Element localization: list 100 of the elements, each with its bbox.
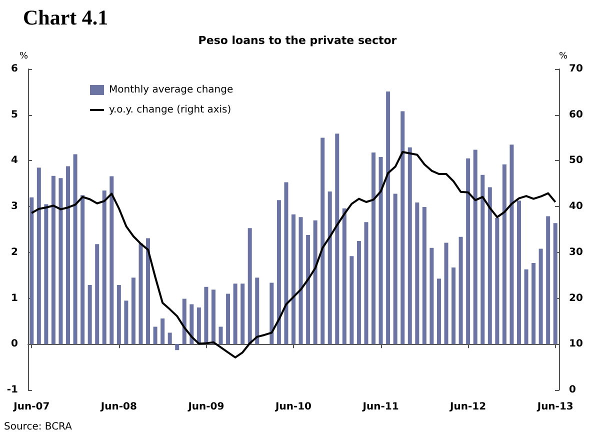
y-tick-label: 3	[11, 201, 18, 212]
bar	[255, 278, 260, 344]
bar	[44, 204, 48, 344]
bar	[102, 190, 106, 344]
bar	[95, 244, 100, 344]
bar	[488, 187, 492, 344]
y-tick-label: 5	[11, 109, 18, 120]
bar	[218, 326, 223, 344]
x-tick-label: Jun-11	[362, 402, 399, 412]
bar	[430, 248, 434, 344]
bar	[372, 152, 376, 344]
x-tick-label: Jun-10	[274, 402, 312, 412]
bar	[51, 176, 56, 344]
bar	[233, 284, 238, 344]
x-tick-label: Jun-07	[12, 402, 50, 412]
x-tick-label: Jun-13	[536, 402, 574, 412]
bar	[292, 214, 296, 344]
bar	[400, 111, 405, 344]
y2-axis-title: %	[559, 52, 568, 62]
bar	[408, 147, 412, 344]
bar	[80, 195, 85, 344]
bar	[516, 200, 521, 344]
y2-tick-label: 20	[569, 292, 583, 304]
bar	[153, 326, 158, 344]
bar	[73, 154, 78, 344]
bar	[502, 164, 506, 344]
legend-label: Monthly average change	[109, 84, 234, 96]
bar	[240, 284, 245, 344]
bar	[458, 236, 463, 344]
bar	[211, 290, 216, 344]
bar	[386, 91, 390, 344]
bar	[196, 307, 201, 344]
bar	[320, 138, 325, 344]
bar	[226, 294, 230, 344]
bar	[436, 278, 441, 344]
bar	[30, 197, 34, 344]
bar	[270, 282, 274, 344]
y2-tick-label: 10	[569, 338, 583, 350]
x-tick-label: Jun-09	[187, 402, 224, 412]
bar	[466, 158, 470, 344]
bar	[58, 178, 63, 344]
y2-tick-label: 30	[569, 246, 583, 258]
bar	[356, 240, 361, 344]
bar	[473, 150, 478, 344]
bar	[328, 191, 332, 344]
bar	[182, 298, 186, 344]
bar	[138, 243, 143, 344]
y2-tick-label: 40	[569, 201, 583, 212]
x-tick-label: Jun-12	[449, 402, 486, 412]
x-tick-label: Jun-08	[100, 402, 137, 412]
legend-label: y.o.y. change (right axis)	[109, 104, 232, 116]
bar	[510, 144, 514, 344]
bar	[415, 202, 420, 344]
y-tick-label: -1	[6, 384, 18, 396]
bar	[532, 262, 536, 344]
y2-tick-label: 0	[569, 384, 576, 396]
bar	[116, 284, 121, 344]
source-note: Source: BCRA	[4, 422, 72, 432]
bar	[306, 235, 310, 344]
bar	[452, 268, 456, 344]
bar	[538, 248, 543, 344]
y-tick-label: 0	[11, 338, 18, 350]
bar	[524, 269, 528, 344]
bar	[66, 166, 70, 344]
bar	[298, 217, 303, 344]
bar	[393, 194, 398, 344]
y2-tick-label: 60	[569, 109, 583, 120]
y-tick-label: 2	[11, 246, 18, 258]
bar	[168, 332, 172, 344]
bar	[131, 278, 136, 344]
y-axis-title: %	[19, 52, 28, 62]
bar	[553, 223, 558, 344]
bar	[546, 216, 550, 344]
y-tick-label: 4	[11, 155, 18, 166]
bar	[146, 238, 150, 344]
bar	[364, 222, 368, 344]
bar	[284, 182, 288, 344]
bar	[160, 318, 165, 344]
y2-tick-label: 50	[569, 155, 583, 166]
bar	[422, 207, 426, 344]
bar	[248, 228, 252, 344]
chart-subtitle: Peso loans to the private sector	[198, 34, 398, 47]
y2-tick-label: 70	[569, 64, 583, 74]
bar	[313, 220, 318, 344]
bar	[175, 344, 180, 350]
bar	[480, 174, 485, 344]
bar	[378, 157, 383, 344]
bar	[124, 300, 128, 344]
bar	[36, 168, 41, 344]
y-tick-label: 6	[11, 64, 18, 74]
bar	[342, 208, 346, 344]
y-tick-label: 1	[11, 292, 18, 304]
bar	[110, 176, 114, 344]
bar	[204, 286, 208, 344]
bar	[276, 200, 281, 344]
bar	[444, 242, 448, 344]
bar	[88, 284, 92, 344]
bar	[190, 304, 194, 344]
bar	[335, 134, 340, 344]
bar	[350, 256, 354, 344]
